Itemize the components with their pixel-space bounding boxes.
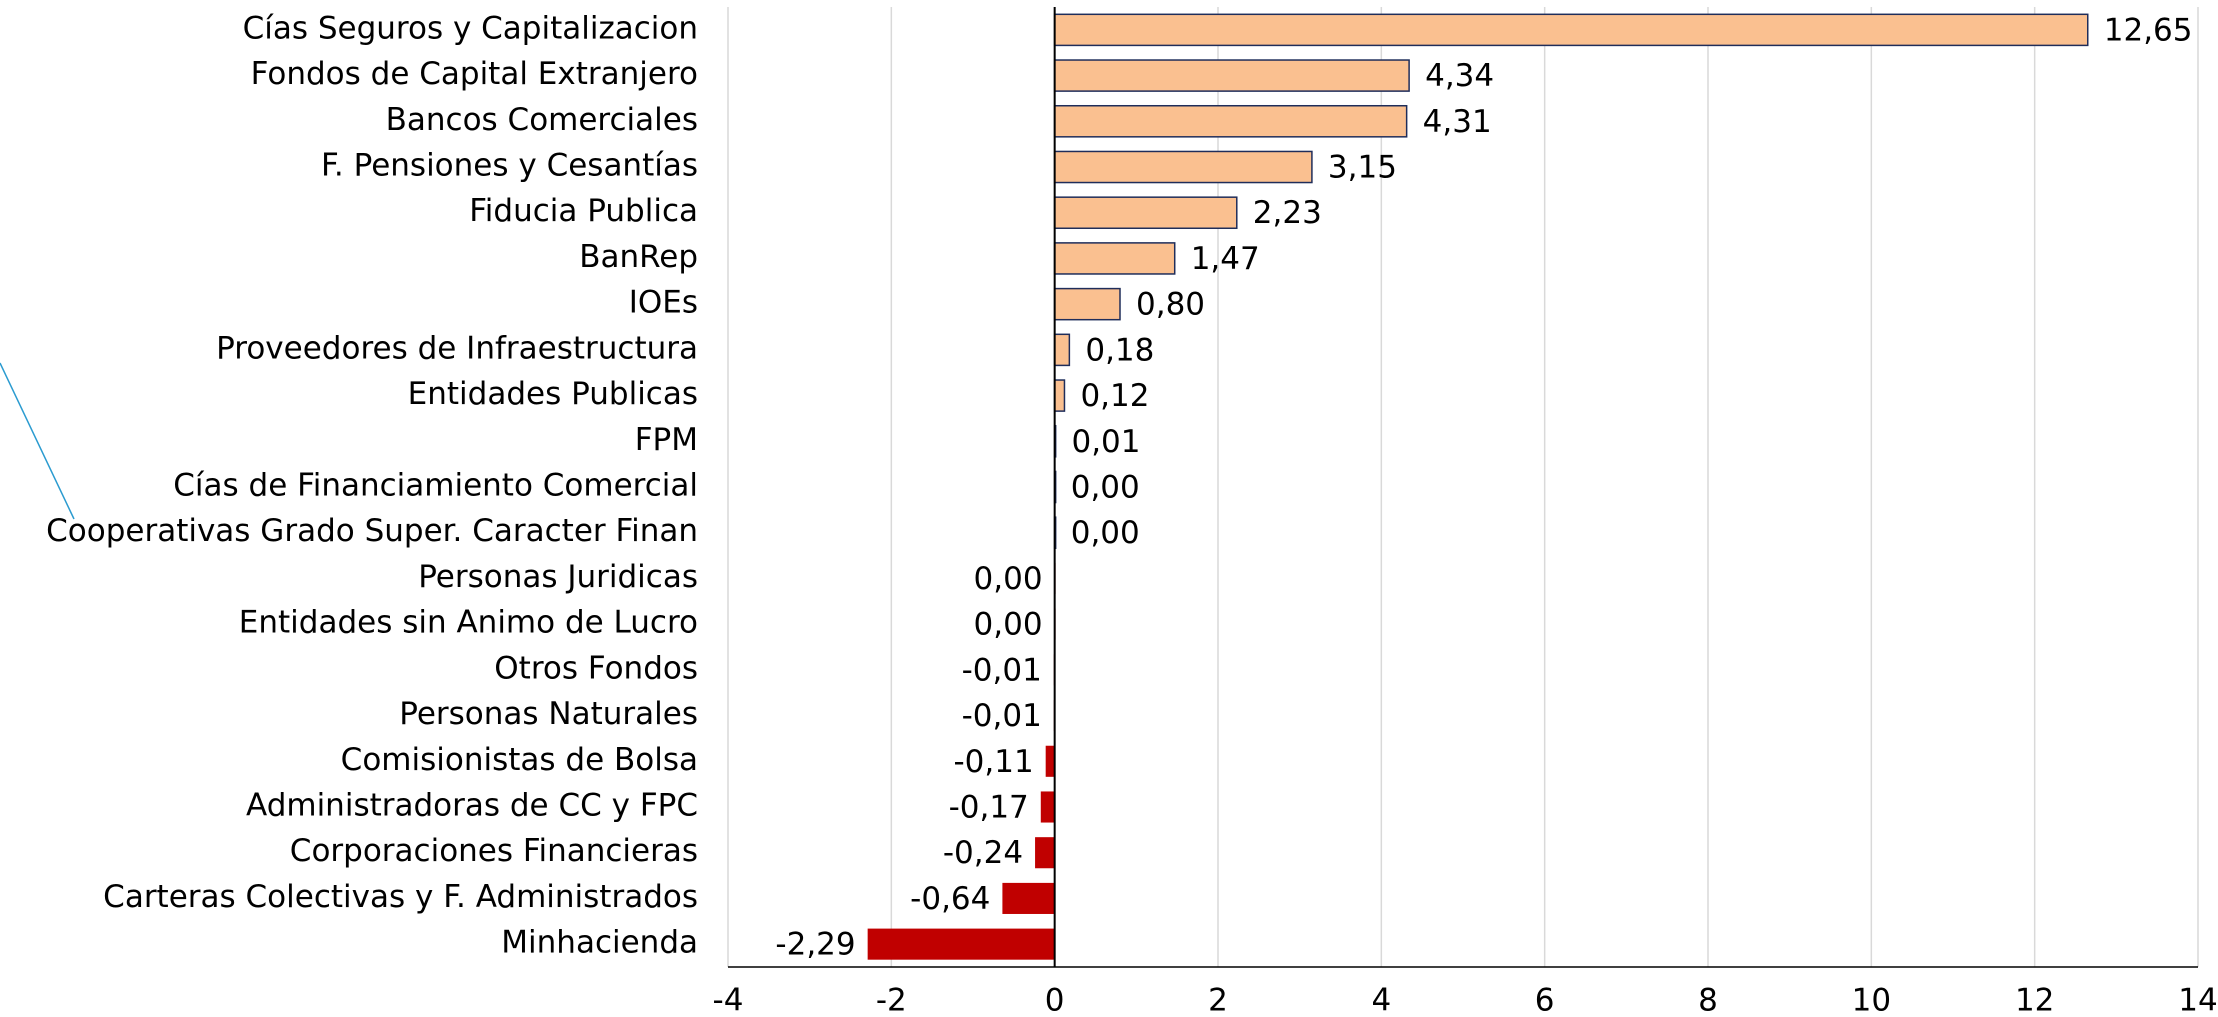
x-tick-label: 0 [1045, 983, 1065, 1017]
x-tick-label: -2 [876, 983, 907, 1017]
value-label: -0,01 [962, 652, 1042, 688]
y-tick-label: Entidades Publicas [408, 376, 698, 412]
y-tick-label: IOEs [629, 285, 698, 321]
value-label: 0,18 [1085, 332, 1154, 368]
value-label: 0,00 [1071, 470, 1140, 506]
bar [1053, 287, 1121, 321]
bar [1053, 13, 2089, 47]
value-label: 0,12 [1080, 378, 1149, 414]
x-tick-label: 6 [1535, 983, 1555, 1017]
bar [1053, 150, 1313, 184]
bar [1053, 196, 1238, 230]
y-tick-label: Fiducia Publica [469, 193, 698, 229]
bar [1053, 333, 1071, 367]
value-label: -0,01 [962, 698, 1042, 734]
y-tick-label: FPM [635, 422, 698, 458]
bar [1040, 791, 1055, 823]
x-tick-label: -4 [713, 983, 744, 1017]
bar [1053, 242, 1176, 275]
value-label: 0,00 [974, 607, 1043, 643]
y-tick-label: F. Pensiones y Cesantías [321, 148, 698, 184]
y-tick-label: Otros Fondos [494, 650, 698, 686]
bar [1053, 104, 1408, 138]
value-label: 0,00 [974, 561, 1043, 597]
value-label: 4,34 [1425, 58, 1494, 94]
bar [1002, 882, 1055, 914]
value-label: 2,23 [1253, 195, 1322, 231]
value-label: 3,15 [1328, 150, 1397, 186]
x-tick-label: 2 [1208, 983, 1228, 1017]
bar [1035, 837, 1055, 869]
y-tick-label: Bancos Comerciales [386, 102, 698, 138]
y-tick-label: Proveedores de Infraestructura [216, 330, 698, 366]
y-tick-label: Personas Naturales [399, 696, 698, 732]
y-tick-label: Entidades sin Animo de Lucro [239, 605, 698, 641]
x-tick-label: 14 [2178, 983, 2217, 1017]
y-tick-label: Cooperativas Grado Super. Caracter Finan [46, 513, 698, 549]
value-label: 4,31 [1423, 104, 1492, 140]
value-label: 12,65 [2104, 12, 2193, 48]
value-label: 0,80 [1136, 287, 1205, 323]
value-label: 0,00 [1071, 515, 1140, 551]
value-label: -0,17 [949, 790, 1029, 826]
bar [1045, 745, 1055, 777]
y-tick-label: Cías de Financiamiento Comercial [173, 468, 698, 504]
x-tick-label: 8 [1698, 983, 1718, 1017]
y-tick-label: Fondos de Capital Extranjero [251, 56, 698, 92]
value-label: -0,64 [910, 881, 990, 917]
y-tick-label: Carteras Colectivas y F. Administrados [103, 879, 698, 915]
y-tick-label: BanRep [579, 239, 698, 275]
value-label: -0,24 [943, 835, 1023, 871]
y-tick-label: Corporaciones Financieras [290, 833, 698, 869]
decor-line [0, 362, 75, 520]
value-label: -2,29 [775, 927, 855, 963]
y-tick-label: Comisionistas de Bolsa [341, 742, 698, 778]
value-label: -0,11 [953, 744, 1033, 780]
y-tick-label: Cías Seguros y Capitalizacion [243, 10, 698, 46]
bar [1053, 379, 1066, 412]
y-tick-label: Minhacienda [501, 925, 698, 961]
x-tick-label: 10 [1852, 983, 1891, 1017]
bar [1053, 59, 1410, 92]
x-tick-label: 4 [1371, 983, 1391, 1017]
x-tick-label: 12 [2015, 983, 2054, 1017]
y-tick-label: Administradoras de CC y FPC [246, 788, 698, 824]
value-label: 1,47 [1191, 241, 1260, 277]
y-tick-label: Personas Juridicas [418, 559, 698, 595]
bar [867, 928, 1055, 960]
value-label: 0,01 [1071, 424, 1140, 460]
